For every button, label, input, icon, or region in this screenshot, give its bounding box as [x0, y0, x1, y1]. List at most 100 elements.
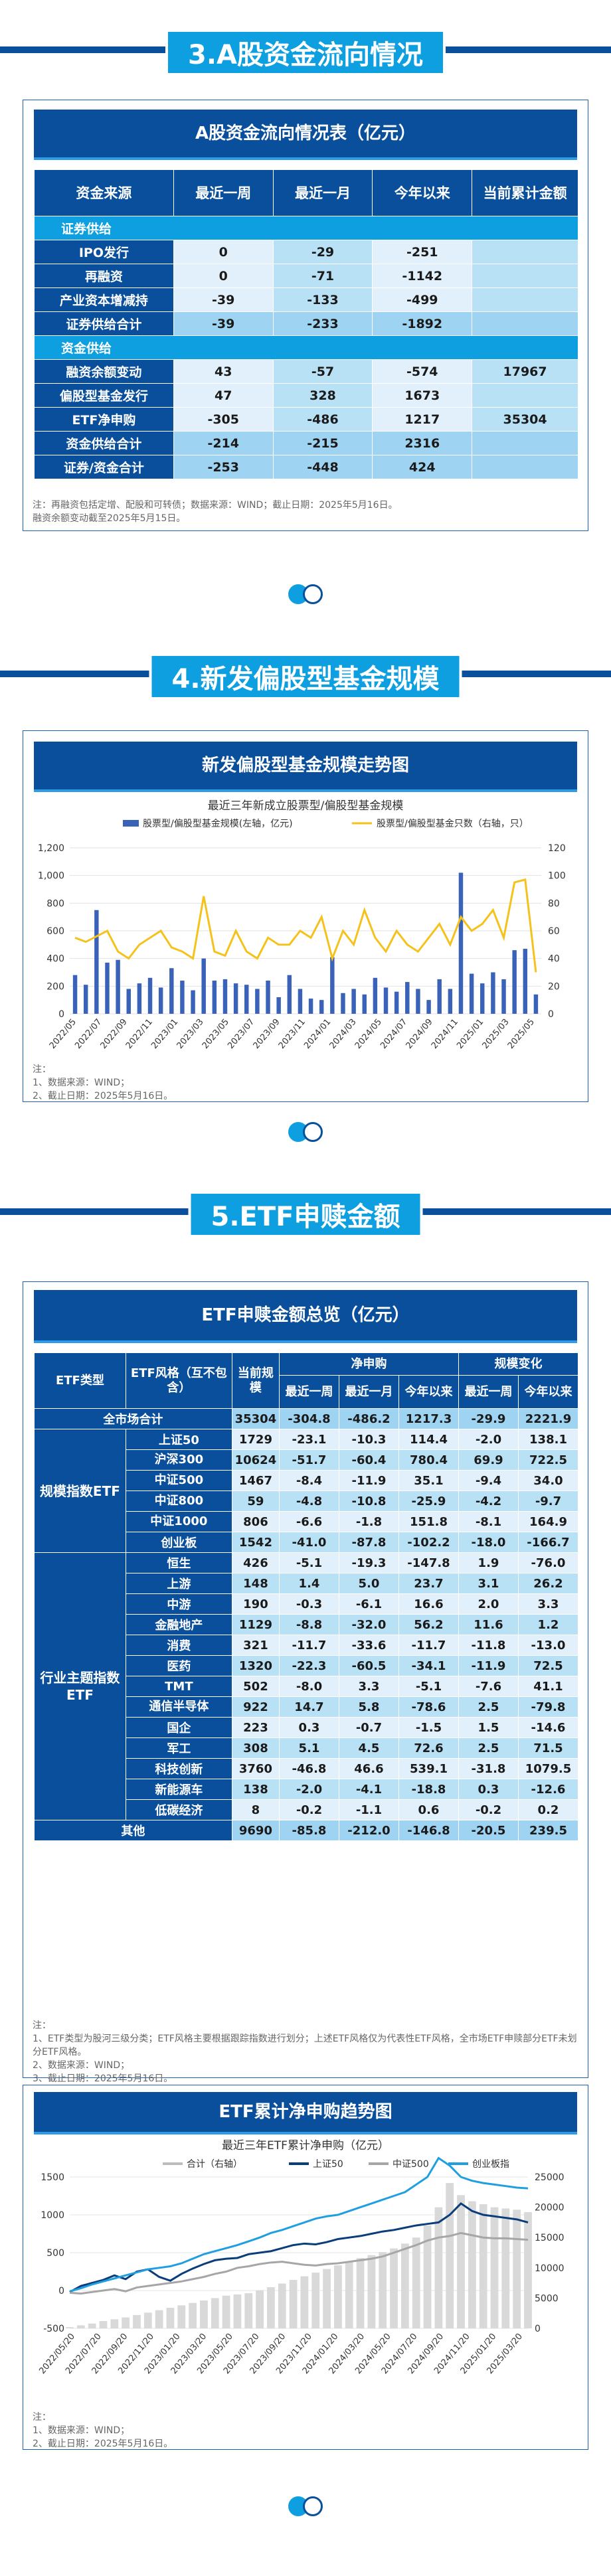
cell-value: -6.6	[279, 1511, 339, 1532]
bar	[394, 991, 399, 1014]
cell-value: 2316	[372, 431, 473, 455]
table-row: 融资余额变动 43 -57 -574 17967	[34, 359, 578, 384]
row-label: TMT	[125, 1676, 232, 1697]
area-bar	[233, 2294, 242, 2328]
fund-flow-panel: A股资金流向情况表（亿元） 资金来源 最近一周 最近一月 今年以来 当前累计金额 证券供给…	[23, 100, 588, 531]
row-label: 偏股型基金发行	[34, 383, 174, 408]
cell-value: -18.8	[398, 1779, 459, 1800]
cell-value	[472, 311, 578, 336]
cell-value: 426	[231, 1552, 280, 1573]
area-bar	[267, 2287, 275, 2328]
bar	[426, 1000, 431, 1014]
area-bar	[88, 2323, 96, 2328]
bar	[480, 983, 485, 1014]
cell-value: -499	[372, 287, 473, 312]
table-row: 国企 223 0.3 -0.7 -1.5 1.5 -14.6	[35, 1717, 578, 1738]
cell-value: -11.7	[398, 1635, 459, 1656]
y-tick-right: 120	[548, 843, 566, 854]
bar	[233, 983, 238, 1014]
section-row: 资金供给	[34, 335, 578, 360]
cell-value: 2221.9	[518, 1408, 578, 1429]
series-line	[74, 878, 537, 973]
etf-flow-table: ETF类型 ETF风格（互不包含） 当前规模 净申购 规模变化 最近一周 最近一月 今年以来最…	[34, 1352, 578, 1841]
cell-value	[472, 455, 578, 479]
group-label: 行业主题指数ETF	[34, 1552, 126, 1820]
table-row: 沪深300 10624 -51.7 -60.4 780.4 69.9 722.5	[35, 1449, 578, 1471]
bar	[501, 979, 506, 1014]
y-tick-left: 800	[46, 898, 64, 909]
area-bar	[222, 2295, 230, 2328]
bar	[469, 973, 474, 1014]
cell-value: 34.0	[518, 1470, 578, 1491]
cell-value: -0.2	[279, 1799, 339, 1820]
y-tick-left: 1500	[41, 2172, 64, 2183]
cell-value: 23.7	[398, 1573, 459, 1594]
bar	[533, 994, 539, 1014]
etf-cumulative-chart: 最近三年ETF累计净申购（亿元） 合计（右轴） 上证50 中证500 创业板指 -500 0…	[37, 2139, 565, 2376]
x-tick: 2025/05	[506, 1017, 537, 1051]
cell-value: -31.8	[458, 1758, 519, 1779]
cell-value: 35.1	[398, 1470, 459, 1491]
cell-value: 780.4	[398, 1449, 459, 1471]
cell-value: 4.5	[339, 1737, 399, 1759]
cell-value: 3.3	[339, 1676, 399, 1697]
row-label: 上游	[125, 1573, 232, 1594]
cell-value: 328	[272, 383, 373, 408]
section-row: 证券供给	[34, 216, 578, 240]
section-separator	[288, 1122, 323, 1142]
row-label: 医药	[125, 1655, 232, 1676]
cell-value: 1.5	[458, 1717, 519, 1738]
cell-value: -39	[173, 287, 274, 312]
area-bar	[501, 2208, 510, 2328]
legend-line: 股票型/偏股型基金只数（右轴，只）	[377, 818, 529, 829]
bar	[83, 985, 88, 1014]
section-banner-3: 3.A股资金流向情况	[0, 13, 611, 92]
cell-value: -8.1	[458, 1511, 519, 1532]
row-label: 上证50	[125, 1429, 232, 1450]
table-row: TMT 502 -8.0 3.3 -5.1 -7.6 41.1	[35, 1676, 578, 1697]
cell-value: -79.8	[518, 1696, 578, 1718]
cell-value: -9.7	[518, 1490, 578, 1512]
legend-bar: 股票型/偏股型基金规模(左轴，亿元)	[143, 818, 293, 829]
cell-value: 0.2	[518, 1799, 578, 1820]
bar	[72, 975, 78, 1014]
cell-value: 69.9	[458, 1449, 519, 1471]
bar	[512, 950, 517, 1014]
bar	[212, 981, 217, 1014]
cell-value: 1673	[372, 383, 473, 408]
row-label: 通信半导体	[125, 1696, 232, 1718]
note-line: 1、数据来源：WIND；	[33, 1078, 130, 1088]
chart-note: 注： 1、数据来源：WIND； 2、截止日期：2025年5月16日。	[33, 1063, 173, 1103]
cell-value: 59	[231, 1490, 280, 1512]
cell-value: 35304	[231, 1408, 280, 1429]
cell-value: 1079.5	[518, 1758, 578, 1779]
area-bar	[423, 2225, 432, 2328]
table-row: 产业资本增减持 -39 -133 -499	[34, 287, 578, 312]
column-header: 最近一周	[173, 169, 274, 216]
section-banner-5: 5.ETF申赎金额	[0, 1175, 611, 1253]
cell-value	[472, 264, 578, 288]
cell-value: 8	[231, 1799, 280, 1820]
bar	[448, 989, 453, 1014]
bar	[458, 872, 464, 1014]
row-label: 中证500	[125, 1470, 232, 1491]
bar	[373, 977, 378, 1014]
y-tick-right: 20000	[535, 2203, 565, 2214]
area-bar	[166, 2307, 175, 2328]
cell-value: -253	[173, 455, 274, 479]
cell-value: 46.6	[339, 1758, 399, 1779]
table-row: 消费 321 -11.7 -33.6 -11.7 -11.8 -13.0	[35, 1635, 578, 1656]
cell-value: 35304	[472, 407, 578, 432]
area-bar	[278, 2283, 286, 2328]
table-row: 再融资 0 -71 -1142	[34, 264, 578, 288]
column-header: 最近一月	[272, 169, 373, 216]
row-label: 资金供给合计	[34, 431, 174, 455]
panel-title: 新发偏股型基金规模走势图	[34, 742, 577, 789]
column-header: 规模变化	[458, 1352, 578, 1376]
cell-value: -8.0	[279, 1676, 339, 1697]
cell-value: 47	[173, 383, 274, 408]
panel-title: A股资金流向情况表（亿元）	[34, 110, 577, 157]
area-bar	[457, 2195, 465, 2328]
cell-value: -19.3	[339, 1552, 399, 1573]
